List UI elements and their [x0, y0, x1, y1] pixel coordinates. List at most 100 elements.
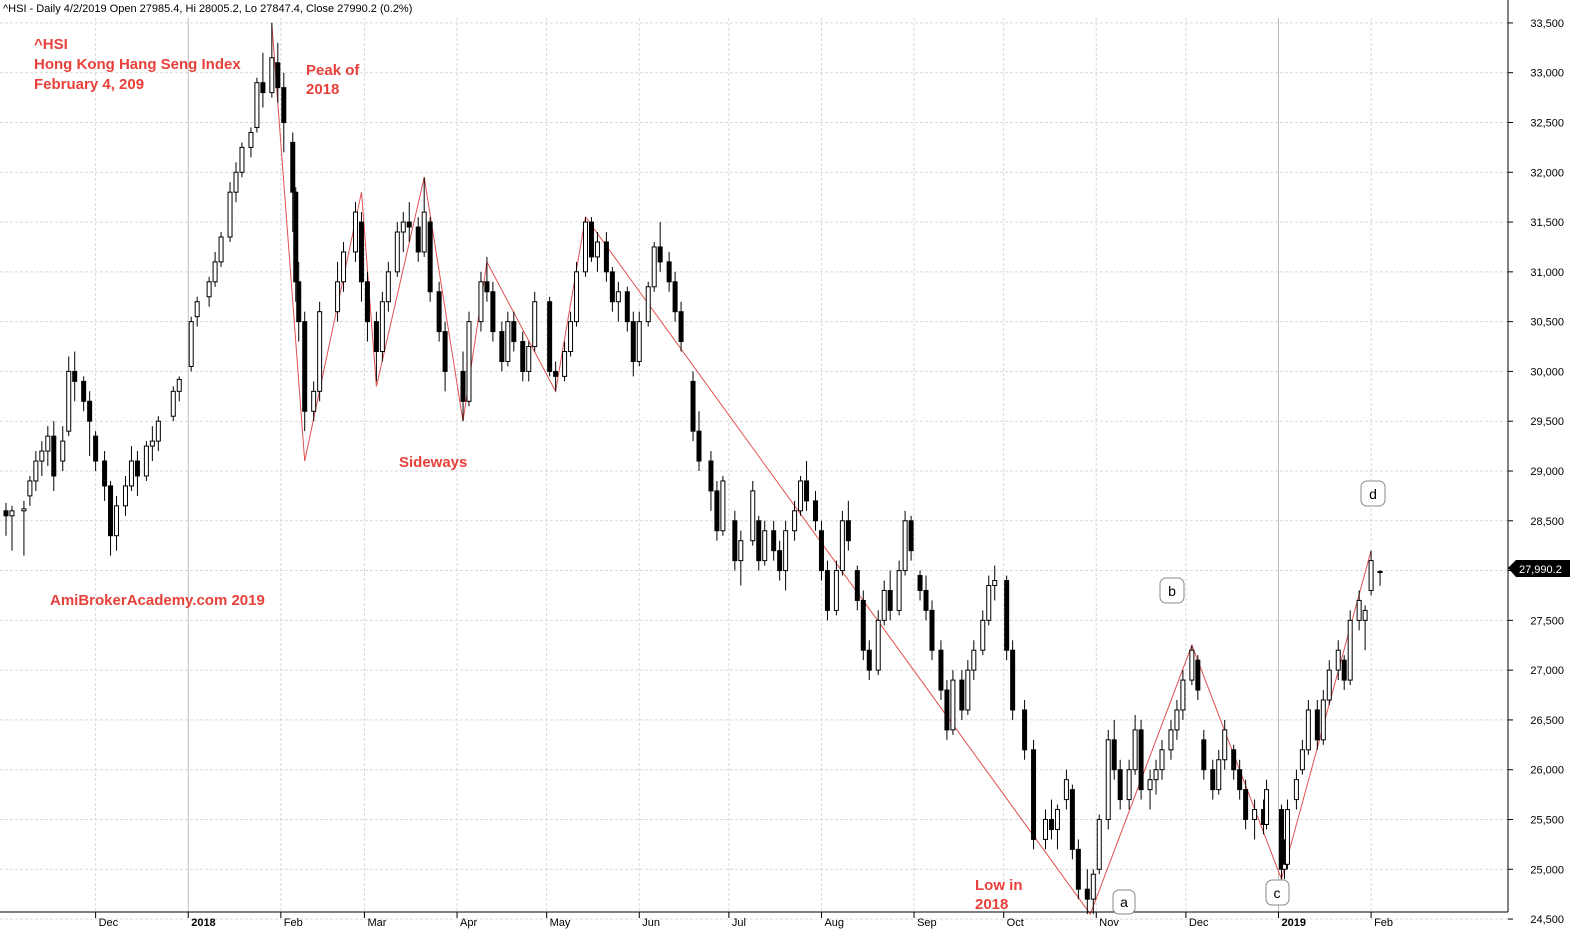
- candle-body: [1299, 749, 1305, 771]
- wave-label-c: c: [1265, 879, 1290, 906]
- candle-body: [394, 231, 400, 273]
- candle-body: [615, 291, 621, 303]
- candle-body: [149, 440, 155, 447]
- candle-body: [358, 221, 364, 283]
- candle-body: [708, 460, 714, 492]
- candle-body: [588, 221, 594, 258]
- candle-body: [887, 589, 893, 611]
- candle-body: [206, 281, 212, 298]
- candle-body: [39, 450, 45, 462]
- candle-body: [1004, 580, 1010, 651]
- y-tick-label: 32,000: [1530, 167, 1564, 179]
- x-tick-label: Dec: [1189, 917, 1209, 929]
- grid-layer: [0, 18, 1508, 920]
- candle-body: [1105, 739, 1111, 820]
- y-tick-label: 31,000: [1530, 267, 1564, 279]
- title-annotation: ^HSI Hong Kong Hang Seng Index February …: [34, 36, 241, 93]
- candle-body: [1231, 749, 1237, 771]
- candle-body: [1293, 779, 1299, 801]
- candle-body: [1138, 729, 1144, 791]
- candle-body: [690, 380, 696, 432]
- candle-body: [986, 584, 992, 621]
- candle-body: [194, 301, 200, 318]
- x-tick-label: Mar: [367, 917, 386, 929]
- candle-body: [1305, 709, 1311, 751]
- candle-body: [1278, 809, 1284, 870]
- x-tick-label: Nov: [1099, 917, 1119, 929]
- candle-body: [624, 291, 630, 323]
- wave-label-a-text: a: [1120, 894, 1128, 910]
- candle-body: [1096, 818, 1102, 870]
- x-tick-label: Feb: [284, 917, 303, 929]
- candle-body: [176, 378, 182, 392]
- candle-body: [1377, 571, 1383, 574]
- wave-label-d-box: [1360, 480, 1386, 507]
- candle-body: [188, 321, 194, 367]
- candle-body: [738, 540, 744, 562]
- candle-body: [427, 221, 433, 293]
- candle-body: [239, 146, 245, 173]
- candle-body: [896, 570, 902, 611]
- wave-label-b-text: b: [1168, 583, 1176, 599]
- wave-label-c-text: c: [1274, 885, 1281, 901]
- candle-body: [1210, 769, 1216, 791]
- wave-label-d: d: [1360, 480, 1386, 507]
- low-annotation: Low in 2018: [975, 877, 1023, 913]
- candle-body: [233, 171, 239, 193]
- candle-body: [1153, 769, 1159, 781]
- candle-body: [672, 281, 678, 313]
- x-tick-label: Apr: [460, 917, 477, 929]
- candle-body: [833, 570, 839, 611]
- candle-body: [574, 271, 580, 323]
- candle-body: [33, 460, 39, 482]
- candle-body: [520, 341, 526, 372]
- y-tick-label: 26,500: [1530, 715, 1564, 727]
- candle-layer: [3, 22, 1383, 915]
- candle-body: [818, 530, 824, 572]
- x-tick-label: Feb: [1374, 917, 1393, 929]
- candle-body: [3, 510, 9, 517]
- candle-body: [155, 420, 161, 442]
- candle-body: [1168, 729, 1174, 751]
- y-tick-label: 32,500: [1530, 117, 1564, 129]
- candle-body: [839, 520, 845, 572]
- wave-label-a-box: [1112, 889, 1136, 915]
- y-tick-label: 27,500: [1530, 615, 1564, 627]
- candle-body: [783, 530, 789, 572]
- candle-body: [170, 390, 176, 417]
- candle-body: [824, 570, 830, 611]
- x-tick-label: Sep: [917, 917, 937, 929]
- candle-body: [302, 321, 308, 412]
- wave-label-b: b: [1159, 577, 1185, 604]
- peak-line-2: 2018: [306, 81, 339, 98]
- low-line-1: Low in: [975, 877, 1023, 894]
- candle-body: [1252, 809, 1258, 820]
- candle-body: [902, 520, 908, 572]
- y-tick-label: 30,500: [1530, 317, 1564, 329]
- candle-body: [415, 226, 421, 253]
- candle-body: [1075, 848, 1081, 890]
- y-tick-label: 30,000: [1530, 366, 1564, 378]
- candle-body: [1237, 769, 1243, 791]
- candle-body: [1347, 619, 1353, 681]
- candle-body: [845, 520, 851, 542]
- candle-body: [1043, 818, 1048, 840]
- low-line-2: 2018: [975, 896, 1008, 913]
- candle-body: [102, 460, 108, 487]
- candle-body: [547, 301, 553, 372]
- sideways-annotation: Sideways: [399, 454, 467, 471]
- candle-body: [317, 311, 323, 392]
- candle-body: [603, 241, 609, 273]
- y-tick-label: 24,500: [1530, 914, 1564, 926]
- candle-body: [499, 331, 505, 362]
- title-line-2: Hong Kong Hang Seng Index: [34, 56, 241, 73]
- candle-body: [484, 281, 490, 293]
- candle-body: [400, 221, 406, 233]
- candle-body: [9, 510, 15, 517]
- candle-body: [436, 291, 442, 333]
- candle-body: [134, 460, 140, 477]
- candle-body: [364, 281, 370, 323]
- last-price-box: [1508, 560, 1570, 577]
- candle-body: [1054, 809, 1060, 830]
